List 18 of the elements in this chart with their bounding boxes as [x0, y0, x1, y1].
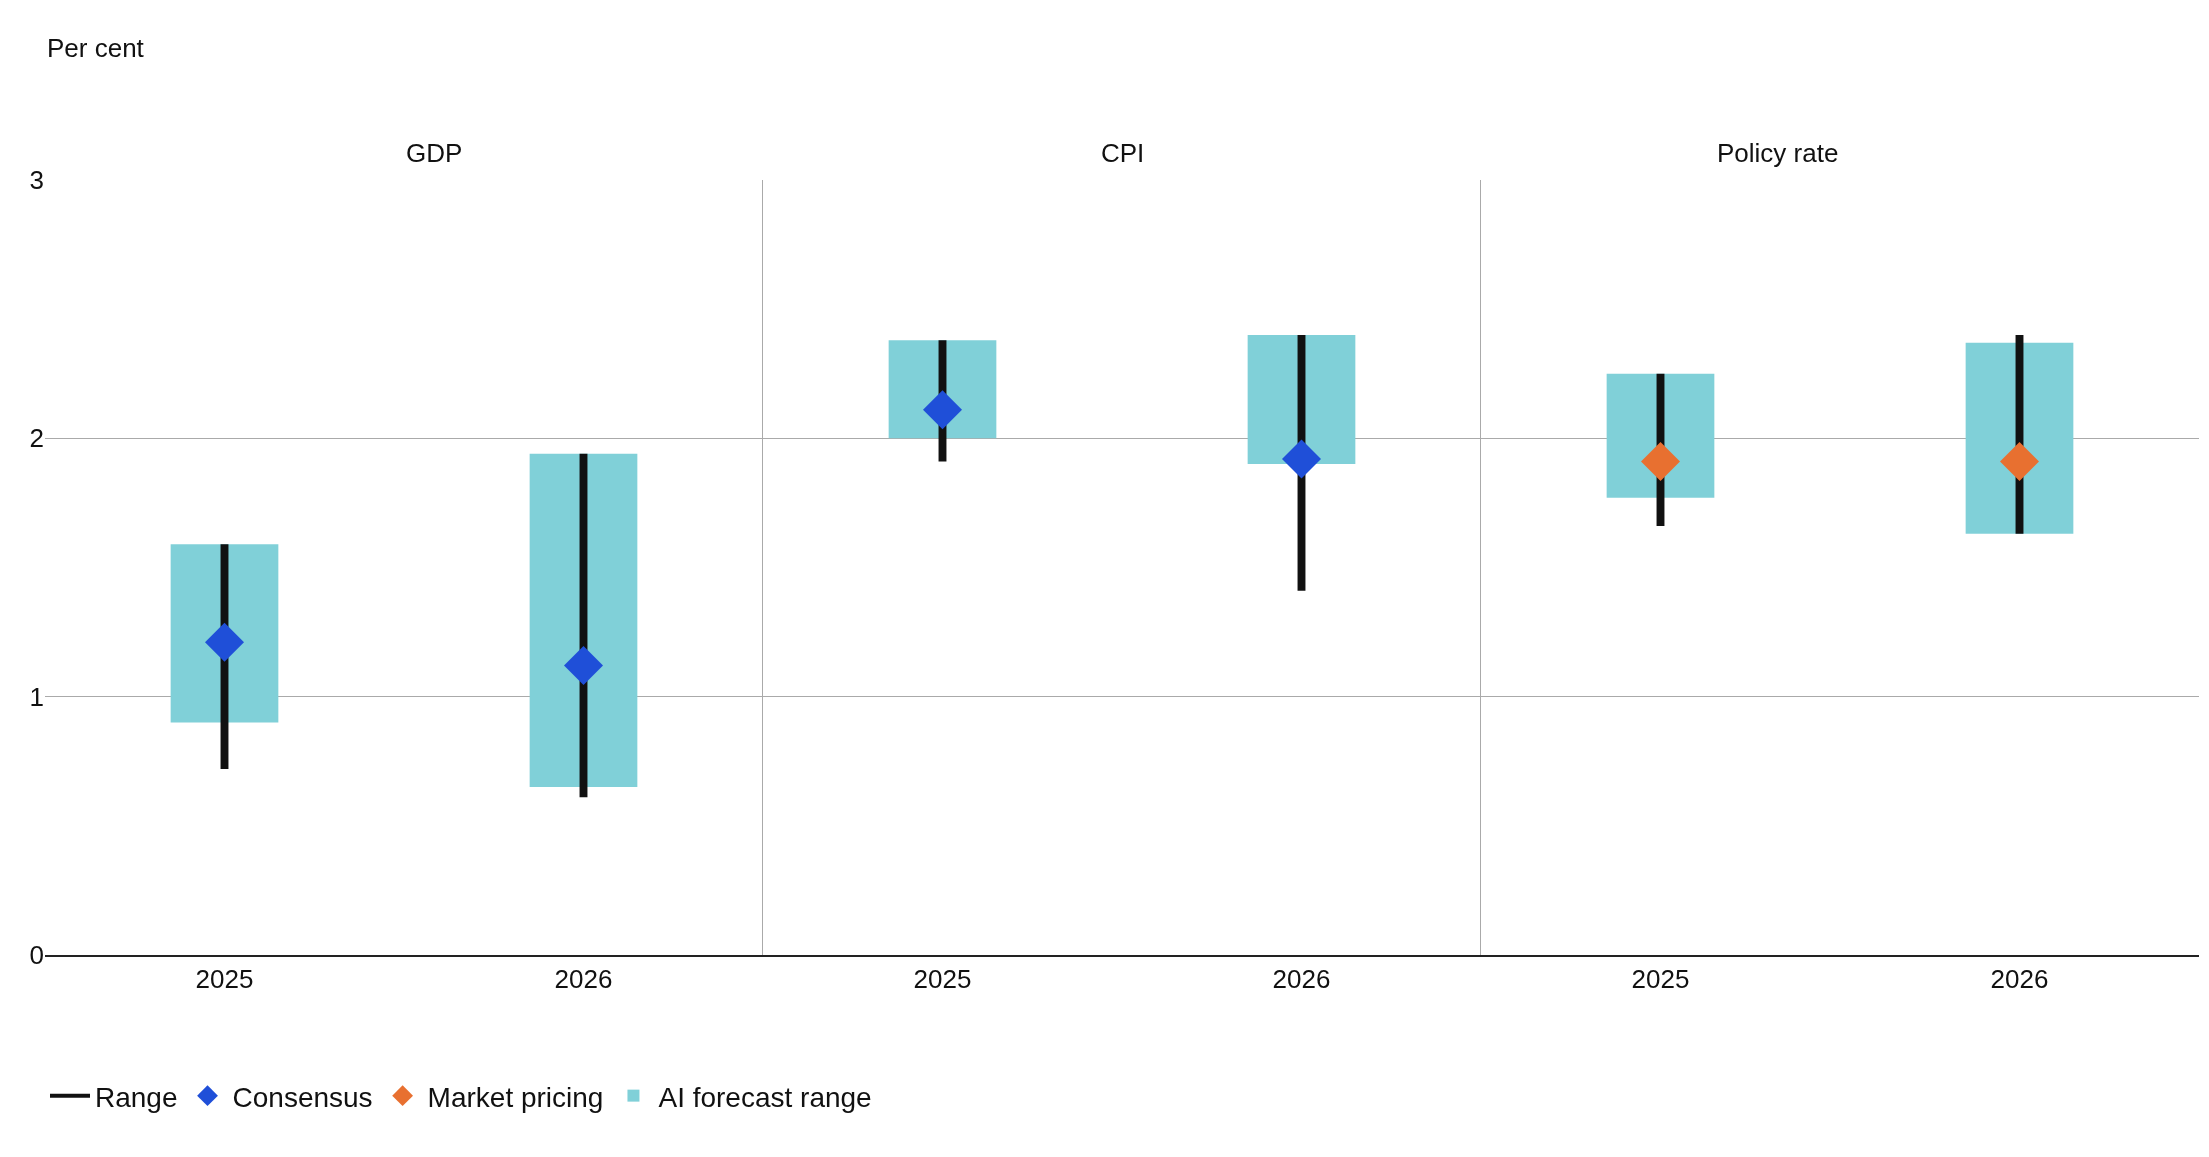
y-tick-label: 2 — [29, 423, 44, 454]
legend-label: Range — [95, 1081, 178, 1113]
x-tick-label: 2026 — [554, 964, 613, 995]
x-tick-label: 2026 — [1990, 964, 2049, 995]
legend-label: Consensus — [232, 1081, 373, 1113]
chart-title: CPI — [1101, 138, 1145, 168]
chart-title: Policy rate — [1717, 138, 1839, 168]
chart-title: GDP — [406, 138, 463, 168]
x-tick-label: 2025 — [195, 964, 254, 995]
y-tick-label: 1 — [29, 681, 44, 712]
y-tick-label: 3 — [29, 165, 44, 196]
y-tick-label: 0 — [29, 939, 44, 970]
legend-label: AI forecast range — [658, 1081, 872, 1113]
x-tick-label: 2026 — [1272, 964, 1331, 995]
x-tick-label: 2025 — [913, 964, 972, 995]
legend-label: Market pricing — [427, 1081, 604, 1113]
x-tick-label: 2025 — [1631, 964, 1690, 995]
y-axis-title: Per cent — [47, 33, 145, 63]
